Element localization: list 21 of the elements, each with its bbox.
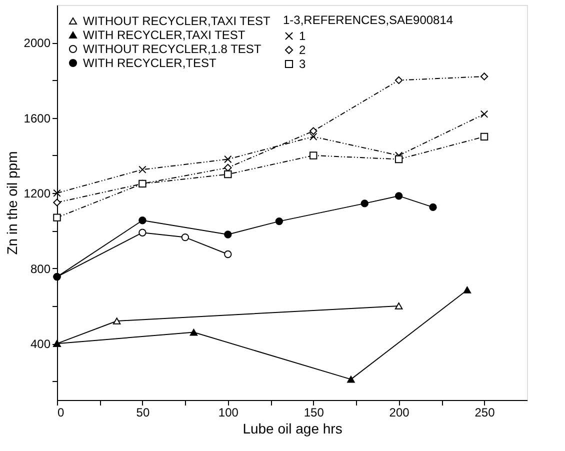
y-tick-label: 1200 bbox=[24, 186, 51, 201]
x-axis-title: Lube oil age hrs bbox=[242, 420, 342, 436]
y-tick-label: 800 bbox=[30, 262, 51, 276]
x-tick-label: 200 bbox=[389, 406, 410, 420]
legend-label: WITH RECYCLER,TEST bbox=[83, 56, 218, 70]
y-tick-label: 2000 bbox=[24, 36, 51, 50]
x-tick-label: 150 bbox=[304, 406, 324, 420]
legend-label: WITHOUT RECYCLER,TAXI TEST bbox=[83, 14, 272, 28]
legend-label: 2 bbox=[299, 43, 306, 57]
legend-label: 1 bbox=[299, 29, 306, 43]
x-tick-label: 50 bbox=[136, 406, 150, 420]
y-tick-label: 400 bbox=[30, 337, 51, 352]
legend-title: 1-3,REFERENCES,SAE900814 bbox=[283, 13, 454, 27]
legend-label: 3 bbox=[299, 57, 306, 71]
legend-label: WITH RECYCLER,TAXI TEST bbox=[83, 28, 246, 42]
x-tick-label: 0 bbox=[58, 406, 64, 420]
y-tick-label: 1600 bbox=[24, 111, 51, 126]
x-tick-label: 100 bbox=[218, 406, 239, 420]
legend-label: WITHOUT RECYCLER,1.8 TEST bbox=[83, 42, 262, 56]
y-axis-title: Zn in the oil ppm bbox=[4, 151, 20, 255]
x-tick-label: 250 bbox=[474, 406, 496, 420]
